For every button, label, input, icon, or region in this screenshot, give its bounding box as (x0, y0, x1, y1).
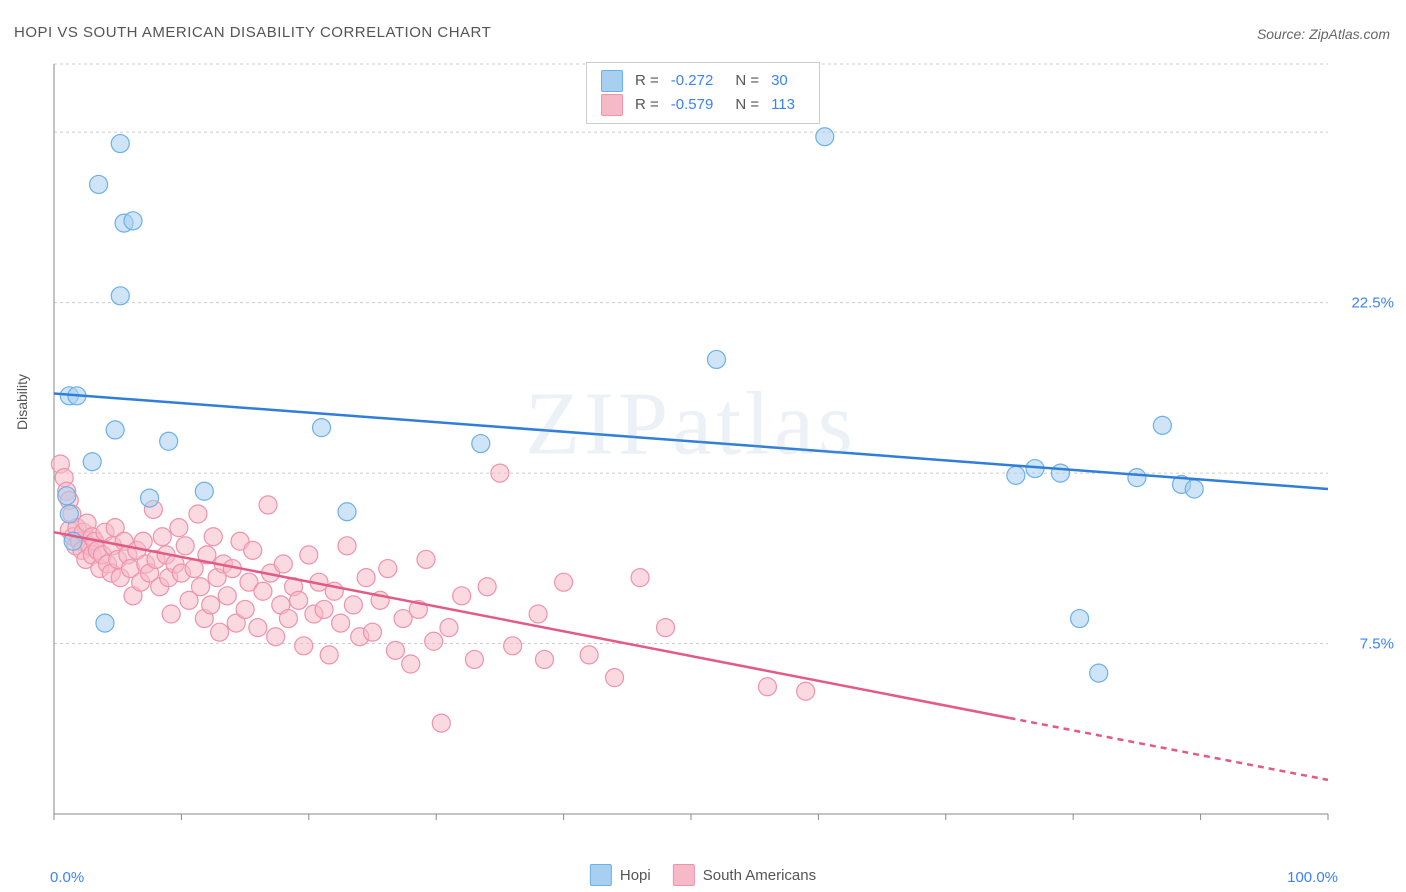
hopi-swatch-icon (601, 70, 623, 92)
n-label: N = (735, 69, 759, 93)
series-legend: Hopi South Americans (590, 864, 816, 886)
y-axis-label: Disability (14, 374, 30, 430)
legend-row-south-americans: R = -0.579 N = 113 (601, 93, 805, 117)
y-tick-label: 22.5% (1351, 294, 1394, 311)
hopi-n-value: 30 (771, 69, 788, 93)
south-americans-n-value: 113 (771, 93, 795, 117)
r-label: R = (635, 93, 659, 117)
chart-title: HOPI VS SOUTH AMERICAN DISABILITY CORREL… (14, 24, 491, 41)
n-label: N = (735, 93, 759, 117)
hopi-swatch-icon (590, 864, 612, 886)
y-tick-label: 7.5% (1360, 635, 1394, 652)
hopi-r-value: -0.272 (671, 69, 714, 93)
legend-item-hopi: Hopi (590, 864, 651, 886)
legend-label: Hopi (620, 867, 651, 884)
scatter-chart-svg (46, 54, 1336, 824)
legend-label: South Americans (703, 867, 816, 884)
south-americans-swatch-icon (601, 94, 623, 116)
legend-item-south-americans: South Americans (673, 864, 816, 886)
legend-row-hopi: R = -0.272 N = 30 (601, 69, 805, 93)
x-tick-label: 0.0% (50, 869, 84, 886)
south-americans-swatch-icon (673, 864, 695, 886)
south-americans-r-value: -0.579 (671, 93, 714, 117)
source-attribution: Source: ZipAtlas.com (1257, 26, 1390, 42)
x-tick-label: 100.0% (1278, 869, 1338, 886)
chart-plot-area: ZIPatlas (46, 54, 1336, 824)
r-label: R = (635, 69, 659, 93)
correlation-legend: R = -0.272 N = 30 R = -0.579 N = 113 (586, 62, 820, 124)
